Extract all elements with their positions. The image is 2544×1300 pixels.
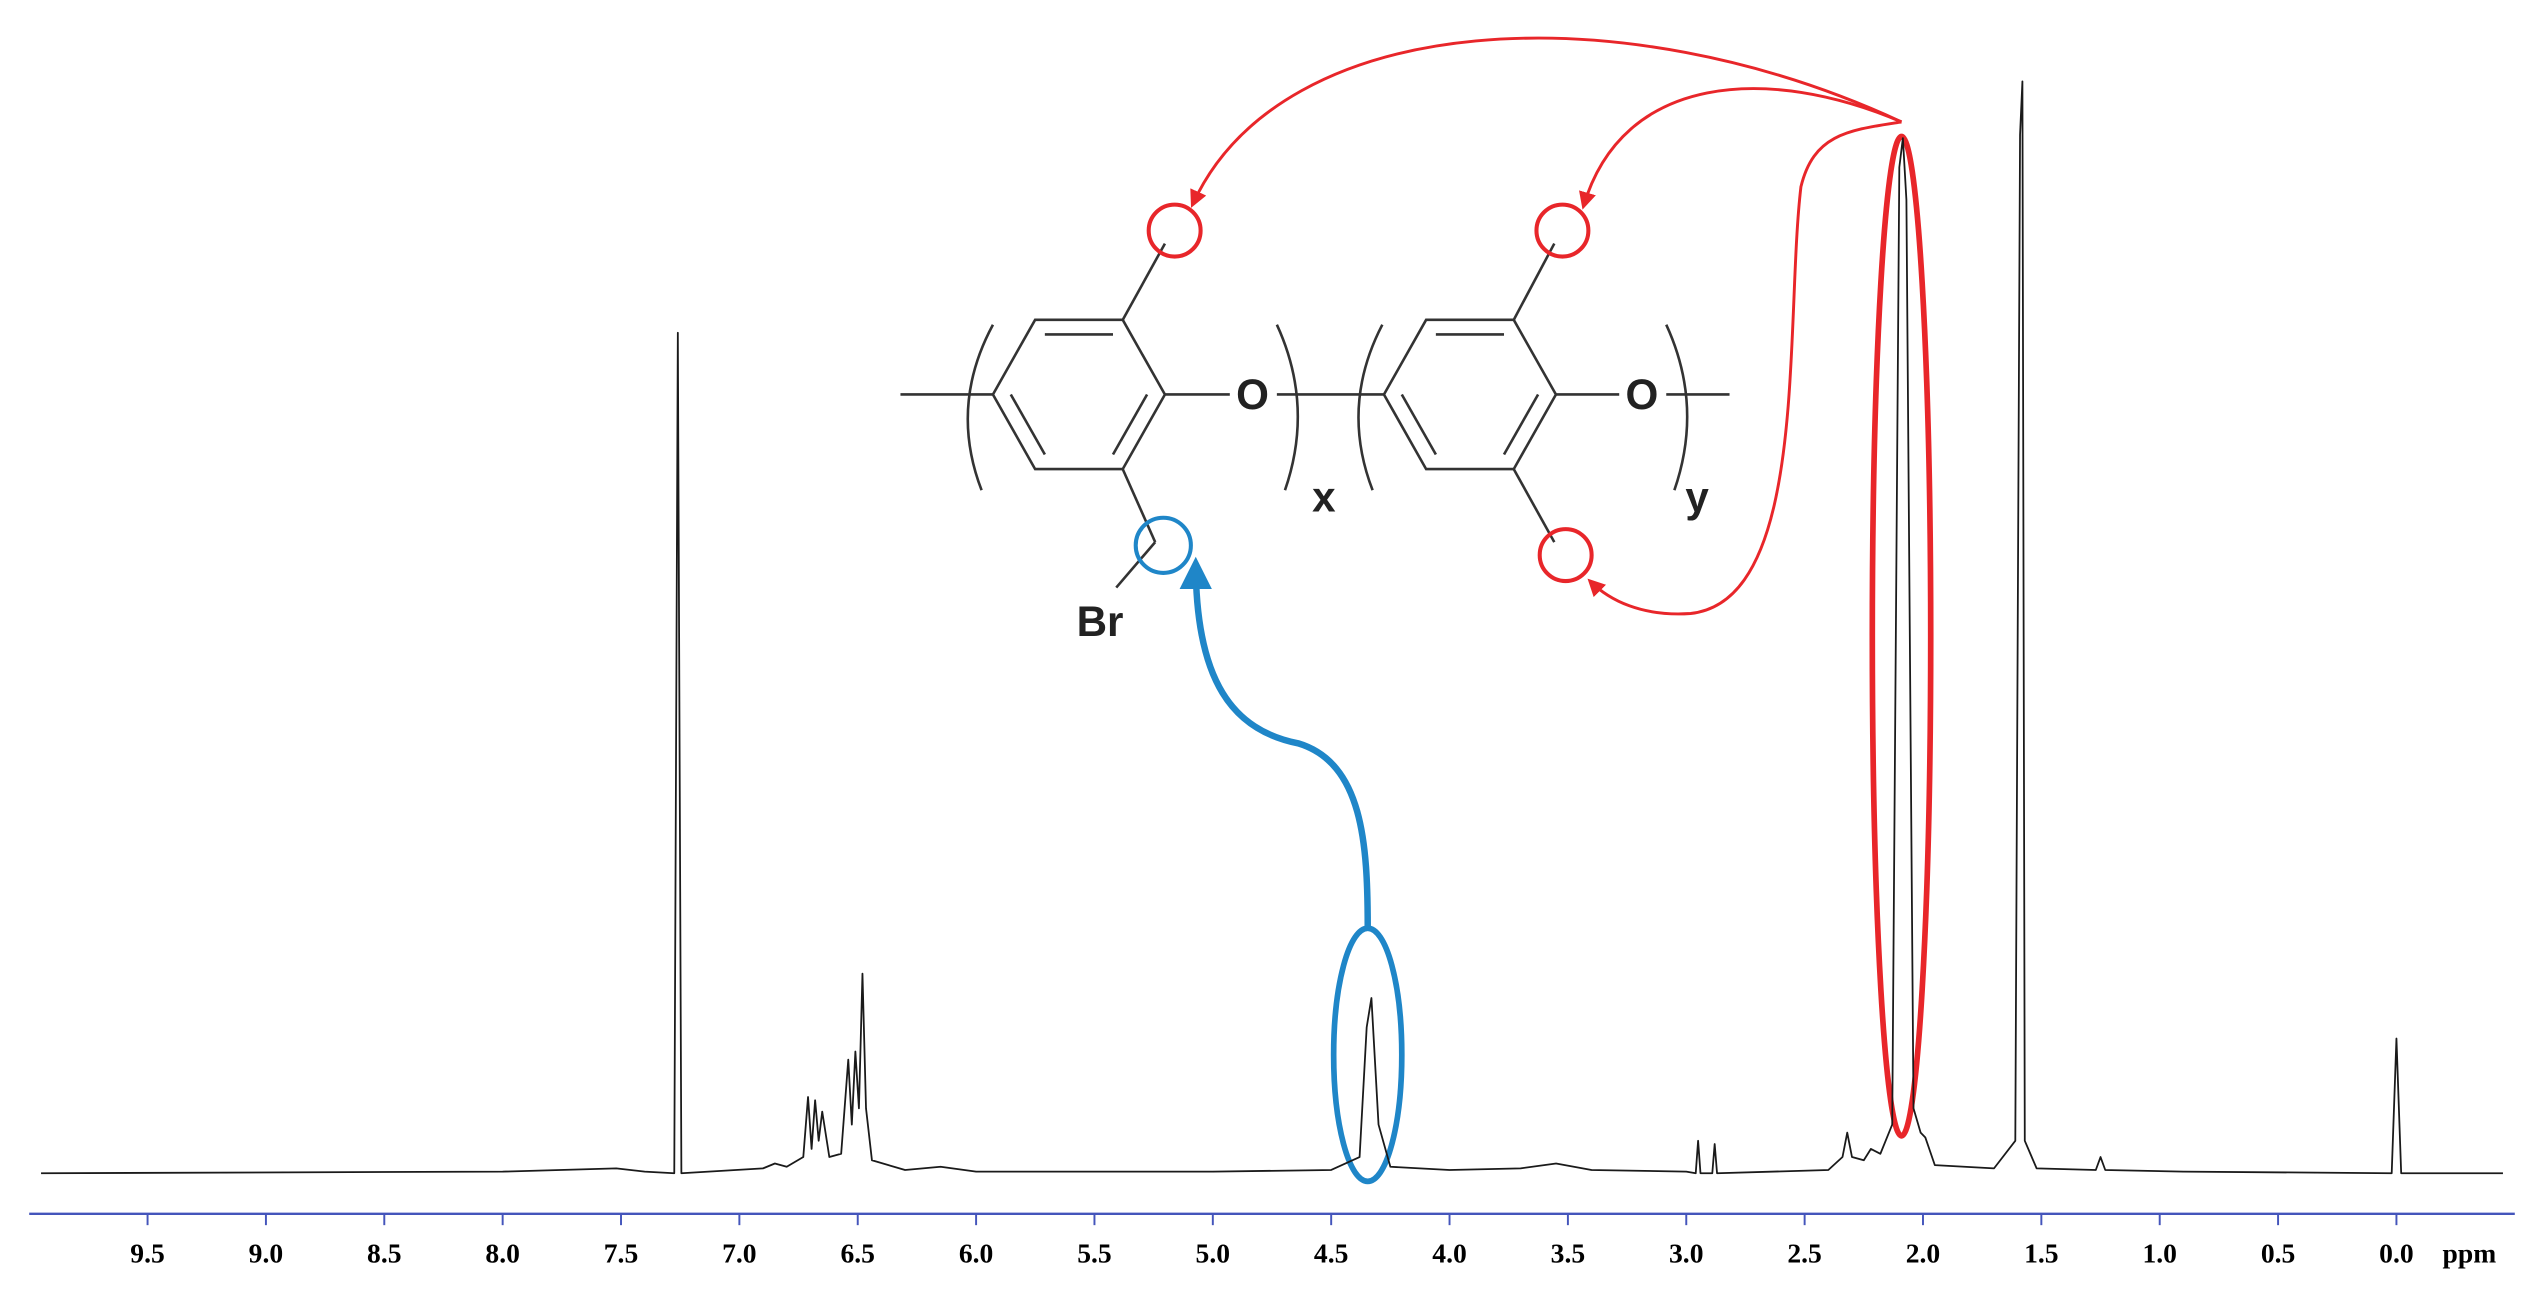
bracket — [1275, 324, 1300, 491]
bond — [1121, 468, 1157, 543]
subscript: x — [1312, 473, 1336, 520]
bond — [1009, 393, 1046, 456]
atom-label: O — [1626, 371, 1659, 418]
arrow — [1190, 36, 1903, 208]
atom-label: Br — [1077, 598, 1124, 645]
x-tick-label: 3.0 — [1669, 1237, 1703, 1268]
bond — [1502, 393, 1540, 456]
structure: O O x y Br — [900, 242, 1730, 645]
x-tick-label: 1.0 — [2142, 1237, 2176, 1268]
ring — [991, 318, 1167, 471]
arrow — [1587, 120, 1902, 616]
x-tick-label: 8.0 — [485, 1237, 519, 1268]
x-tick-label: 6.5 — [840, 1237, 874, 1268]
bond — [1115, 541, 1157, 589]
subscript: y — [1685, 473, 1709, 520]
bracket — [966, 324, 995, 491]
x-tick-label: 7.5 — [604, 1237, 638, 1268]
bond — [1512, 468, 1556, 543]
x-tick-label: 8.5 — [367, 1237, 401, 1268]
bond — [1121, 242, 1167, 321]
x-tick-label: 3.5 — [1551, 1237, 1585, 1268]
x-tick-label: 4.5 — [1314, 1237, 1348, 1268]
x-tick-label: 5.0 — [1196, 1237, 1230, 1268]
bracket — [1665, 324, 1689, 491]
bond — [1111, 393, 1149, 456]
x-tick-label: 6.0 — [959, 1237, 993, 1268]
x-tick-label: 2.5 — [1787, 1237, 1821, 1268]
bond — [1512, 242, 1556, 321]
atom-label: O — [1236, 371, 1269, 418]
blue-ellipse — [1330, 925, 1405, 1185]
red-circle — [1534, 202, 1591, 259]
red-ellipse — [1869, 133, 1934, 1139]
blue-circle — [1133, 515, 1193, 575]
x-tick-label: 4.0 — [1432, 1237, 1466, 1268]
x-tick-label: 9.5 — [130, 1237, 164, 1268]
x-tick-label: 2.0 — [1906, 1237, 1940, 1268]
ring — [1382, 318, 1558, 471]
x-tick-label: 0.5 — [2261, 1237, 2295, 1268]
x-tick-label: 5.5 — [1077, 1237, 1111, 1268]
red-circle — [1146, 202, 1203, 259]
x-axis-label: ppm — [2443, 1237, 2497, 1268]
highlights — [1133, 36, 1934, 1185]
arrow — [1579, 87, 1903, 210]
spectrum — [41, 80, 2503, 1175]
x-tick-label: 0.0 — [2379, 1237, 2413, 1268]
arrow — [1179, 556, 1371, 929]
x-tick-label: 1.5 — [2024, 1237, 2058, 1268]
x-tick-label: 7.0 — [722, 1237, 756, 1268]
x-tick-label: 9.0 — [249, 1237, 283, 1268]
red-circle — [1537, 527, 1594, 584]
bond — [1400, 393, 1437, 456]
bracket — [1357, 324, 1384, 491]
